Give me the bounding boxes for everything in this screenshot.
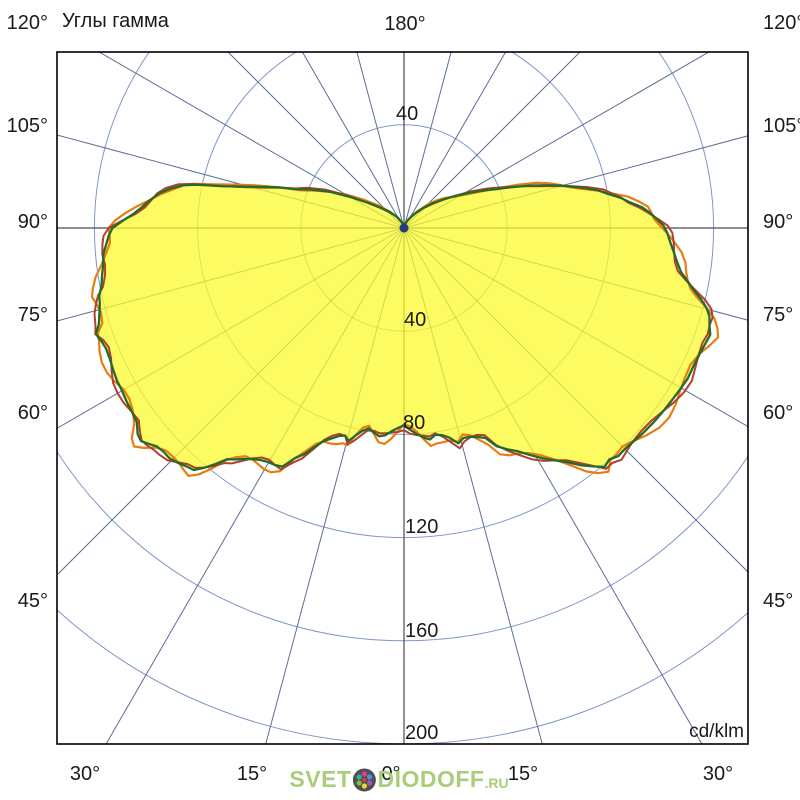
grid-spoke <box>403 52 507 229</box>
curve-orange <box>90 181 720 478</box>
gamma-label-right: 45° <box>763 590 793 612</box>
watermark-suffix: .RU <box>484 775 509 791</box>
grid-spoke <box>301 52 405 229</box>
watermark-text-left: SVET <box>289 766 352 792</box>
gamma-label-right: 105° <box>763 115 800 137</box>
grid-spoke <box>227 52 405 229</box>
units-label: cd/klm <box>689 721 744 742</box>
grid-spoke <box>403 52 581 229</box>
gamma-label-left: 105° <box>7 115 48 137</box>
watermark: SVET DIODOFF .RU <box>289 766 508 793</box>
curve-green <box>94 183 712 472</box>
watermark-text-right: DIODOFF <box>377 766 485 792</box>
gamma-label-right: 60° <box>763 402 793 424</box>
radial-tick-label: 120 <box>405 516 438 538</box>
grid-spoke <box>356 52 405 229</box>
gamma-label-left: 120° <box>7 12 48 34</box>
gamma-label-left: 90° <box>18 211 48 233</box>
gamma-label-bottom: 0° <box>381 763 400 785</box>
gamma-label-right: 75° <box>763 304 793 326</box>
gamma-label-bottom: 30° <box>70 763 100 785</box>
gamma-label-bottom: 30° <box>703 763 733 785</box>
gamma-label-left: 45° <box>18 590 48 612</box>
center-point <box>399 223 409 233</box>
gamma-label-top: 180° <box>384 13 425 35</box>
grid-spoke <box>403 52 452 229</box>
radial-tick-label: 80 <box>403 412 425 434</box>
radial-tick-label: 200 <box>405 722 438 744</box>
radial-tick-label: 40 <box>404 309 426 331</box>
gamma-label-left: 60° <box>18 402 48 424</box>
gamma-label-left: 75° <box>18 304 48 326</box>
chart-title: Углы гамма <box>62 10 169 32</box>
gamma-label-bottom: 15° <box>237 763 267 785</box>
grid-spoke <box>403 52 710 229</box>
led-logo-icon <box>352 768 376 791</box>
plot-border <box>56 51 749 745</box>
intensity-fill <box>95 184 711 471</box>
gamma-label-right: 120° <box>763 12 800 34</box>
gamma-label-bottom: 15° <box>508 763 538 785</box>
gamma-label-right: 90° <box>763 211 793 233</box>
grid-spoke <box>98 52 405 229</box>
radial-tick-label: 40 <box>396 103 418 125</box>
radial-tick-label: 160 <box>405 620 438 642</box>
